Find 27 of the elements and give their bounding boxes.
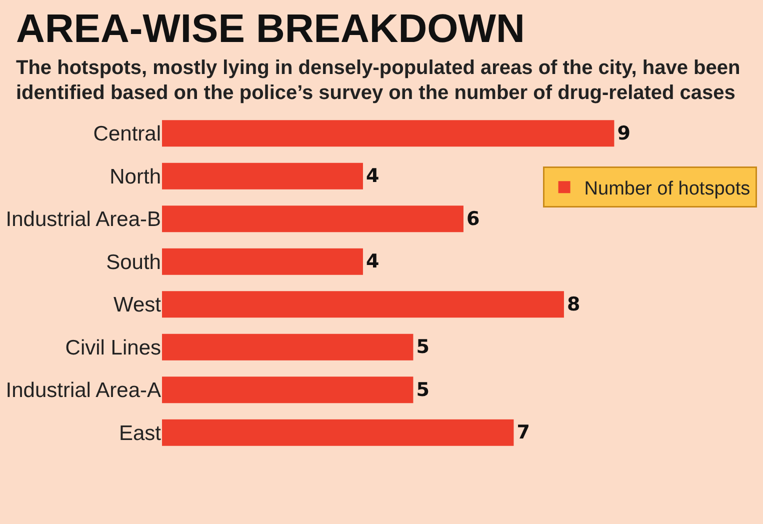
bar (162, 120, 614, 147)
y-tick-label: Central (93, 122, 161, 146)
y-tick-label: West (114, 294, 162, 317)
data-label: 8 (566, 293, 580, 316)
chart-title: AREA-WISE BREAKDOWN (16, 6, 526, 52)
data-label: 5 (416, 378, 430, 401)
chart-subtitle: The hotspots, mostly lying in densely-populated areas of the city, have been identified based on the police’s survey on the number of drug-related cases (16, 56, 742, 106)
y-tick-label: South (106, 250, 161, 274)
y-tick-label: East (118, 422, 162, 445)
bar (162, 419, 514, 446)
y-tick-label: Industrial Area-A (6, 379, 161, 402)
y-tick-label: North (110, 165, 161, 188)
data-label: 5 (416, 336, 430, 358)
bar (162, 248, 363, 275)
bar (162, 376, 414, 404)
legend-label: Number of hotspots (584, 178, 750, 200)
bar (162, 206, 464, 232)
bar (162, 162, 363, 190)
y-tick-label: Industrial Area-B (6, 208, 161, 232)
data-label: 4 (366, 250, 380, 273)
data-label: 4 (366, 165, 380, 188)
bar (162, 291, 564, 318)
bar (162, 334, 414, 360)
data-label: 7 (516, 422, 530, 444)
data-label: 9 (617, 122, 630, 144)
data-label: 6 (466, 208, 480, 230)
y-tick-label: Civil Lines (65, 336, 161, 360)
